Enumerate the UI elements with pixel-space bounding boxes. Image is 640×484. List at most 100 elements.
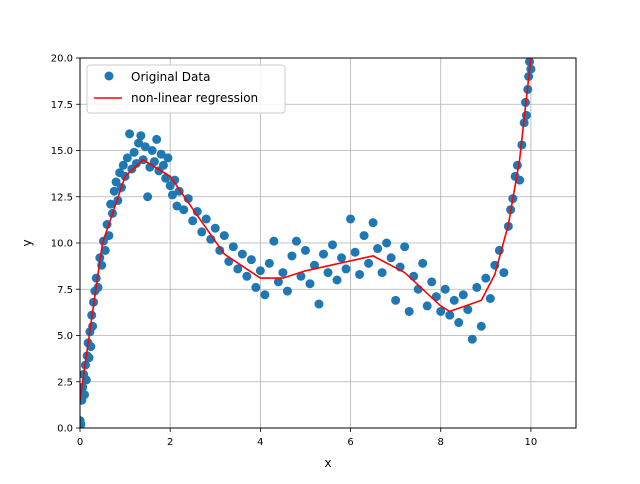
data-point bbox=[143, 192, 153, 202]
data-point bbox=[400, 242, 410, 252]
data-point bbox=[355, 269, 365, 279]
y-tick-label: 10.0 bbox=[51, 239, 73, 250]
data-point bbox=[391, 295, 401, 305]
data-point bbox=[131, 158, 141, 168]
data-point bbox=[318, 249, 328, 259]
data-point bbox=[122, 153, 132, 163]
data-point bbox=[359, 231, 369, 241]
y-tick-label: 12.5 bbox=[51, 192, 73, 203]
data-point bbox=[260, 290, 270, 300]
data-point bbox=[188, 216, 198, 226]
data-point bbox=[418, 258, 428, 268]
data-point bbox=[386, 253, 396, 263]
data-point bbox=[246, 255, 256, 265]
y-tick-label: 20.0 bbox=[51, 54, 73, 65]
data-point bbox=[273, 277, 283, 287]
data-point bbox=[350, 247, 360, 257]
data-point bbox=[305, 279, 315, 289]
data-point bbox=[219, 231, 229, 241]
data-point bbox=[81, 375, 91, 385]
data-point bbox=[136, 131, 146, 141]
data-point bbox=[80, 419, 86, 428]
legend-box bbox=[86, 64, 286, 114]
data-point bbox=[201, 214, 211, 224]
y-tick-label: 17.5 bbox=[51, 100, 73, 111]
plot-area bbox=[80, 58, 536, 428]
data-point bbox=[481, 273, 491, 283]
regression-line bbox=[80, 58, 532, 401]
data-point bbox=[269, 236, 279, 246]
data-point bbox=[287, 251, 297, 261]
data-point bbox=[499, 268, 509, 278]
x-tick-label: 10 bbox=[525, 437, 538, 448]
data-point bbox=[422, 301, 432, 311]
data-point bbox=[436, 306, 446, 316]
data-point bbox=[109, 186, 119, 196]
data-point bbox=[156, 149, 166, 159]
data-point bbox=[454, 318, 464, 328]
data-point bbox=[382, 238, 392, 248]
data-point bbox=[449, 295, 459, 305]
data-point bbox=[170, 175, 180, 185]
data-point bbox=[337, 253, 347, 263]
data-point bbox=[427, 277, 437, 287]
data-point bbox=[341, 264, 351, 274]
data-point bbox=[328, 240, 338, 250]
legend-marker-original-data bbox=[104, 71, 114, 81]
data-point bbox=[210, 223, 220, 233]
data-point bbox=[515, 175, 525, 185]
data-point bbox=[125, 129, 135, 139]
data-point bbox=[373, 244, 383, 254]
x-tick-label: 0 bbox=[77, 437, 83, 448]
data-point bbox=[463, 305, 473, 315]
data-point bbox=[93, 282, 103, 292]
y-tick-label: 0.0 bbox=[57, 424, 73, 435]
data-point bbox=[377, 268, 387, 278]
data-point bbox=[251, 282, 261, 292]
x-axis-label: x bbox=[324, 456, 331, 470]
data-point bbox=[197, 227, 207, 237]
legend: Original Data non-linear regression bbox=[86, 64, 286, 114]
data-point bbox=[458, 290, 468, 300]
data-point bbox=[314, 299, 324, 309]
data-point bbox=[323, 268, 333, 278]
data-point bbox=[106, 199, 116, 209]
data-point bbox=[179, 205, 189, 215]
data-point bbox=[476, 321, 486, 331]
data-point bbox=[282, 286, 292, 296]
data-point bbox=[364, 258, 374, 268]
legend-label-regression: non-linear regression bbox=[131, 91, 258, 105]
y-axis-label: y bbox=[20, 239, 34, 246]
data-point bbox=[158, 160, 168, 170]
data-point bbox=[467, 334, 477, 344]
legend-label-original-data: Original Data bbox=[131, 70, 210, 84]
data-point bbox=[129, 147, 139, 157]
data-point bbox=[149, 157, 159, 167]
data-point bbox=[215, 245, 225, 255]
y-tick-label: 5.0 bbox=[57, 331, 73, 342]
data-point bbox=[183, 194, 193, 204]
data-point bbox=[278, 268, 288, 278]
data-point bbox=[525, 58, 535, 67]
data-point bbox=[242, 271, 252, 281]
data-point bbox=[521, 110, 531, 120]
data-point bbox=[167, 190, 177, 200]
data-point bbox=[291, 236, 301, 246]
data-point bbox=[80, 390, 90, 400]
data-point bbox=[255, 266, 265, 276]
data-point bbox=[161, 173, 171, 183]
data-point bbox=[192, 207, 202, 217]
data-point bbox=[100, 245, 110, 255]
data-point bbox=[147, 146, 157, 155]
data-point bbox=[332, 275, 342, 285]
data-point bbox=[526, 64, 536, 74]
data-point bbox=[445, 310, 455, 320]
axis-ticks: 0 2 4 6 8 10 0.0 2.5 5.0 7.5 10.0 12.5 15.0 17.5 20.0 bbox=[51, 54, 538, 449]
data-point bbox=[485, 294, 495, 303]
data-point bbox=[264, 258, 274, 268]
data-point bbox=[296, 271, 306, 281]
data-point bbox=[134, 138, 144, 148]
data-point bbox=[346, 214, 356, 224]
data-point bbox=[404, 306, 414, 316]
